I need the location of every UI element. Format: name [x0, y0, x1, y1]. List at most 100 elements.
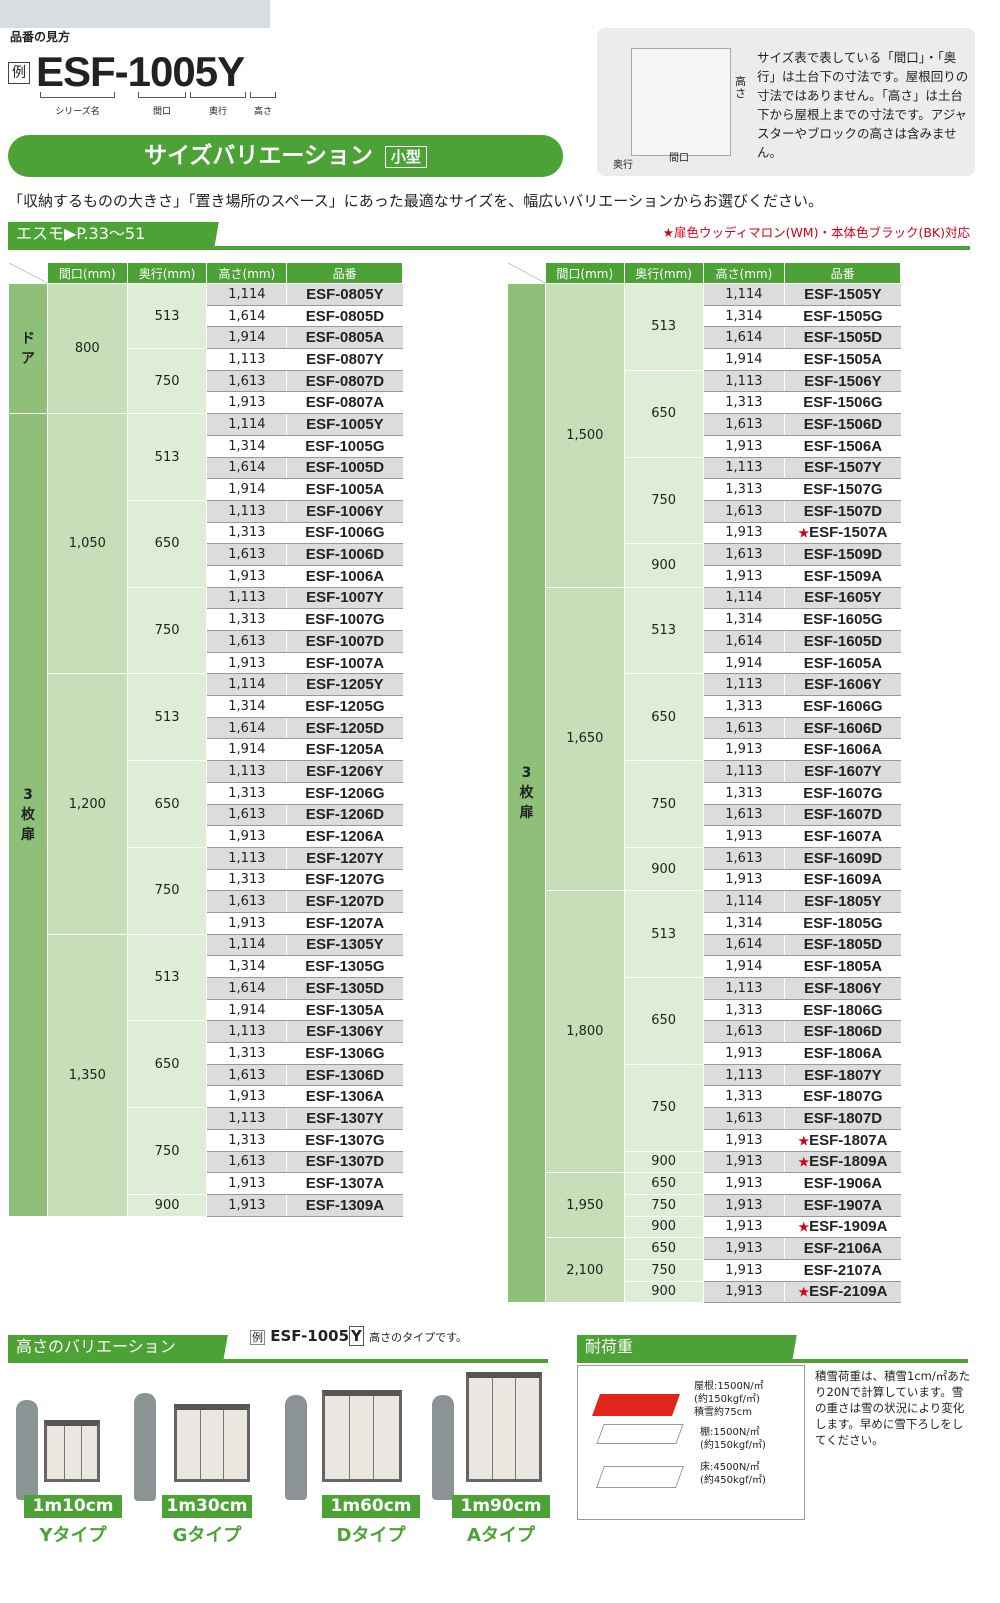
- load-diagram: 屋根:1500N/㎡ (約150kgf/㎡) 積雪約75cm 棚:1500N/㎡ (約…: [577, 1365, 805, 1520]
- roof-load-kgf: (約150kgf/㎡): [694, 1394, 760, 1405]
- product-code-cell: ESF-1207Y: [286, 846, 403, 870]
- product-code-cell: ESF-1505Y: [784, 283, 901, 306]
- product-code: ESF-1505Y: [804, 285, 882, 303]
- height-cell: 1,114: [206, 283, 287, 306]
- shelf-load-kgf: (約150kgf/㎡): [700, 1440, 766, 1451]
- product-code: ESF-1605Y: [804, 589, 882, 607]
- product-code: ESF-1507Y: [804, 459, 882, 477]
- table-row: 650 1,113 ESF-1506Y: [508, 369, 901, 458]
- roof-load: 屋根:1500N/㎡ (約150kgf/㎡) 積雪約75cm: [694, 1380, 764, 1419]
- shed-icon: [44, 1420, 100, 1482]
- star-icon: ★: [798, 1220, 810, 1235]
- height-cell: 1,113: [206, 1020, 287, 1044]
- product-code: ESF-1607Y: [804, 762, 882, 780]
- table-row: 1,313 ESF-1607G: [508, 781, 901, 805]
- product-code-cell: ESF-1505D: [784, 326, 901, 350]
- product-code: ESF-1205G: [305, 697, 385, 715]
- height-cell: 1,914: [206, 478, 287, 501]
- height-cell: 1,913: [703, 564, 785, 588]
- table-row: 1,313 ESF-1006G: [9, 521, 403, 545]
- product-code-cell: ESF-1806G: [784, 998, 901, 1022]
- product-code-cell: ★ESF-1507A: [784, 521, 901, 545]
- product-code: ESF-1005D: [305, 459, 385, 477]
- product-code-cell: ★ESF-1807A: [784, 1128, 901, 1152]
- table-row: ドア 800 513 1,114 ESF-0805Y: [8, 282, 403, 415]
- person-silhouette-icon: [285, 1395, 307, 1500]
- segment-label: シリーズ名: [55, 107, 100, 117]
- table-row: 1,913 ESF-1806A: [508, 1042, 901, 1065]
- table-row: 1,313 ESF-1506G: [508, 391, 901, 415]
- depth-cell: 650: [623, 369, 704, 458]
- product-code-cell: ESF-1306Y: [286, 1020, 403, 1044]
- table-row: 750 1,113 ESF-1607Y: [508, 760, 901, 848]
- depth-cell: 650: [126, 1020, 208, 1109]
- product-code: ESF-1007Y: [306, 589, 384, 607]
- product-code-cell: ESF-1206D: [286, 803, 403, 827]
- table-row: 1,614 ESF-1305D: [9, 977, 403, 1000]
- height-cell: 1,613: [703, 803, 785, 827]
- product-code-cell: ESF-1605A: [784, 651, 901, 675]
- height-cell: 1,913: [703, 868, 785, 892]
- product-code-cell: ESF-1306G: [286, 1042, 403, 1065]
- height-cell: 1,314: [703, 911, 785, 935]
- product-code: ESF-1005Y: [306, 415, 384, 433]
- product-code: ESF-1206D: [305, 806, 385, 824]
- product-code: ESF-1005A: [305, 481, 385, 499]
- load-header: 耐荷重: [577, 1335, 968, 1363]
- height-cell: 1,914: [206, 326, 287, 350]
- load-title: 耐荷重: [577, 1335, 817, 1359]
- depth-cell: 750: [126, 586, 208, 675]
- table-row: 900 1,613 ESF-1609D: [508, 846, 901, 892]
- size-variation-banner: サイズバリエーション 小型: [8, 135, 563, 177]
- depth-cell: 513: [126, 413, 208, 501]
- product-code: ESF-1505A: [803, 350, 883, 368]
- width-cell: 2,100: [544, 1237, 625, 1304]
- segment-bracket: [250, 92, 276, 98]
- product-code-cell: ESF-0805D: [286, 304, 403, 328]
- depth-cell: 650: [623, 673, 704, 762]
- depth-cell: 900: [623, 543, 704, 588]
- width-cell: 1,350: [46, 933, 128, 1217]
- height-cell: 1,313: [703, 1085, 785, 1109]
- product-code: ESF-1606D: [803, 719, 883, 737]
- height-cell: 1,913: [703, 825, 785, 848]
- product-code: ESF-1007G: [305, 611, 385, 629]
- product-code-cell: ESF-0805Y: [286, 283, 403, 306]
- table-row: 1,613 ESF-1507D: [508, 499, 901, 523]
- product-code-cell: ESF-1607D: [784, 803, 901, 827]
- table-row: 1,314 ESF-1305G: [9, 955, 403, 978]
- height-variation-title: 高さのバリエーション: [8, 1335, 248, 1359]
- product-code: ESF-0805A: [305, 329, 385, 347]
- height-cell: 1,613: [206, 630, 287, 653]
- height-cell: 1,913: [206, 391, 287, 415]
- table-row: 1,914 ESF-1005A: [9, 478, 403, 501]
- column-header: 高さ(mm): [702, 262, 786, 284]
- table-row: 1,913 ESF-1306A: [9, 1085, 403, 1109]
- product-code: ESF-1307Y: [306, 1109, 384, 1127]
- product-code: ESF-0805D: [305, 307, 385, 325]
- height-cell: 1,314: [206, 434, 287, 458]
- table-header-row: 間口(mm) 奥行(mm) 高さ(mm) 品番: [8, 262, 403, 284]
- height-cell: 1,113: [206, 1107, 287, 1130]
- type-label: Dタイプ: [336, 1525, 406, 1546]
- table-row: 1,314 ESF-1205G: [9, 695, 403, 718]
- howto-label: 品番の見方: [10, 30, 71, 44]
- height-cell: 1,113: [703, 369, 785, 393]
- product-code: ESF-1906A: [803, 1175, 883, 1193]
- dim-width-label: 間口: [669, 153, 689, 164]
- height-cell: 1,313: [703, 391, 785, 415]
- table-row: 1,613 ESF-1606D: [508, 716, 901, 740]
- table-row: 1,650 513 1,114 ESF-1605Y: [508, 586, 901, 892]
- info-text: サイズ表で表している「間口」・「奥行」は土台下の寸法です。屋根回りの寸法ではあり…: [757, 50, 969, 160]
- height-cell: 1,113: [206, 586, 287, 610]
- table-row: 1,614 ESF-1505D: [508, 326, 901, 350]
- table-row: 1,314 ESF-1605G: [508, 608, 901, 631]
- height-cell: 1,314: [703, 608, 785, 631]
- product-code-cell: ESF-1807G: [784, 1085, 901, 1109]
- product-code-cell: ESF-1506A: [784, 434, 901, 458]
- product-code: ESF-1806D: [803, 1023, 883, 1041]
- product-code-cell: ESF-1006Y: [286, 499, 403, 523]
- table-row: 750 1,913 ESF-1907A: [508, 1193, 901, 1217]
- product-code: ESF-1507A: [809, 524, 888, 542]
- shelf-load-value: 棚:1500N/㎡: [700, 1427, 760, 1438]
